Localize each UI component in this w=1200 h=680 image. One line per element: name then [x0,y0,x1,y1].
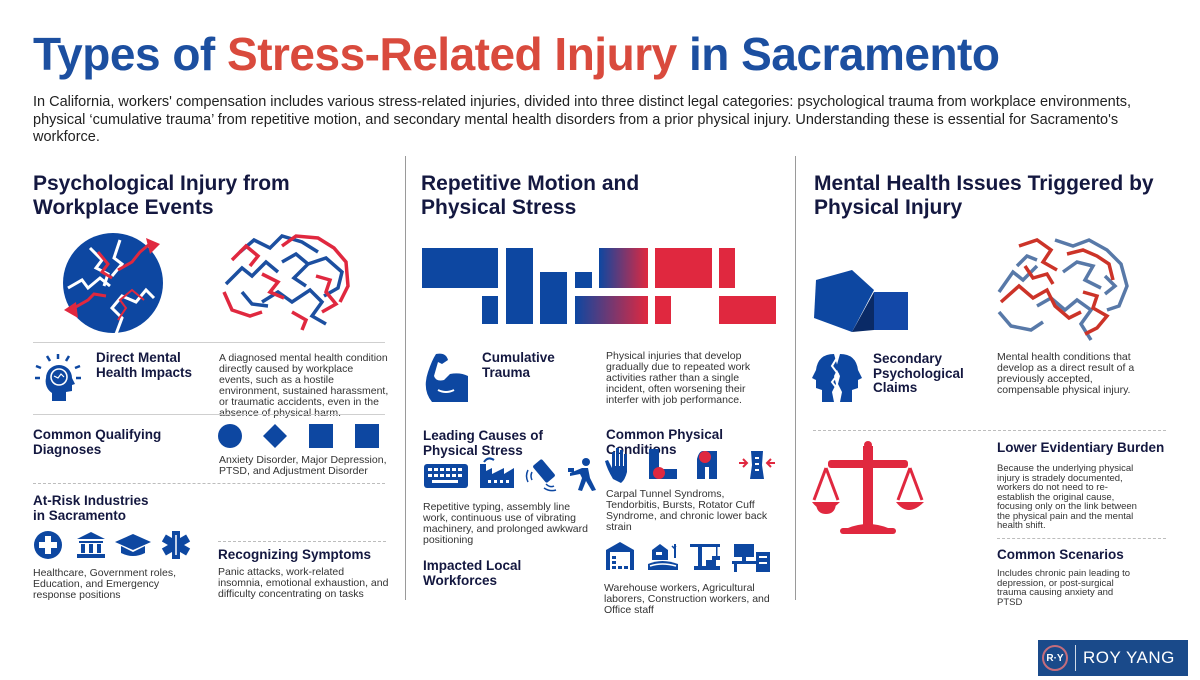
conditions-icons [605,447,785,483]
government-building-icon [77,532,105,558]
circle-icon [218,424,242,448]
text-common-physical-conditions: Carpal Tunnel Syndroms, Tendorbitis, Bur… [606,488,768,533]
divider [33,342,385,343]
divider [33,483,385,484]
shattered-globe-icon [60,230,166,336]
heading-leading-causes: Leading Causes of Physical Stress [423,428,544,458]
warehouse-icon [606,542,634,570]
flexed-arm-icon [422,352,472,402]
logo-badge: R·Y [1042,645,1068,671]
brain-maze-icon [997,236,1131,342]
lower-back-icon [739,451,775,479]
diamond-icon [263,424,287,448]
heading-lower-evidentiary-burden: Lower Evidentiary Burden [997,440,1165,455]
text-qualifying-diagnoses: Anxiety Disorder, Major Depression, PTSD… [219,454,387,477]
heading-recognizing-symptoms: Recognizing Symptoms [218,547,372,562]
text-recognizing-symptoms: Panic attacks, work-related insomnia, em… [218,566,389,600]
factory-icon [480,457,514,488]
causes-icons [422,456,598,492]
section-title-repetitive-motion: Repetitive Motion and Physical Stress [421,172,640,219]
industry-icons [33,530,193,560]
section-title-mental-health-physical: Mental Health Issues Triggered by Physic… [814,172,1154,219]
star-of-life-icon [161,531,191,559]
heading-common-scenarios: Common Scenarios [997,547,1124,562]
text-leading-causes: Repetitive typing, assembly line work, c… [423,501,588,546]
divider [33,414,385,415]
text-lower-evidentiary-burden: Because the underlying physical injury i… [997,463,1137,531]
heading-direct-mental-health: Direct Mental Health Impacts [96,350,193,380]
heading-cumulative-trauma: Cumulative Trauma [482,350,555,380]
text-cumulative-trauma: Physical injuries that develop gradually… [606,350,751,406]
logo-name: ROY YANG [1083,648,1175,667]
vibrating-tool-icon [525,459,557,492]
text-common-scenarios: Includes chronic pain leading to depress… [997,568,1131,608]
text-impacted-workforces: Warehouse workers, Agricultural laborers… [604,582,770,616]
scales-of-justice-icon [812,440,924,540]
divider [997,538,1166,539]
section-title-psychological: Psychological Injury from Workplace Even… [33,172,290,219]
elbow-joint-icon [649,449,677,479]
page-title: Types of Stress-Related Injury in Sacram… [33,28,1000,80]
office-desk-icon [732,544,770,572]
square-icon [355,424,379,448]
medical-cross-icon [34,531,62,559]
heading-secondary-claims: Secondary Psychological Claims [873,351,964,395]
diagnoses-icons [218,423,384,449]
divider [813,430,1166,431]
hand-icon [605,448,627,483]
split-heads-icon [812,352,862,402]
graduation-cap-icon [115,534,151,556]
intro-paragraph: In California, workers' compensation inc… [33,94,1132,145]
heading-qualifying-diagnoses: Common Qualifying Diagnoses [33,427,162,457]
farm-icon [648,544,678,570]
head-brain-icon [34,352,82,402]
worker-pushing-icon [568,458,596,491]
divider [218,541,386,542]
heading-at-risk-industries: At-Risk Industries in Sacramento [33,493,149,523]
block-pattern-graphic [422,248,780,324]
broken-shapes-icon [812,266,912,332]
workforce-icons [606,540,776,572]
text-at-risk-industries: Healthcare, Government roles, Education,… [33,567,176,601]
brain-maze-icon [222,232,352,332]
heading-impacted-workforces: Impacted Local Workforces [423,558,522,588]
construction-crane-icon [690,544,720,570]
logo-separator [1075,645,1076,671]
shoulder-icon [697,451,717,479]
text-secondary-claims: Mental health conditions that develop as… [997,351,1135,396]
keyboard-icon [424,464,468,488]
square-icon [309,424,333,448]
column-divider [795,156,796,600]
text-direct-mental-health: A diagnosed mental health condition dire… [219,352,389,419]
roy-yang-logo[interactable]: R·Y ROY YANG [1038,640,1188,676]
column-divider [405,156,406,600]
